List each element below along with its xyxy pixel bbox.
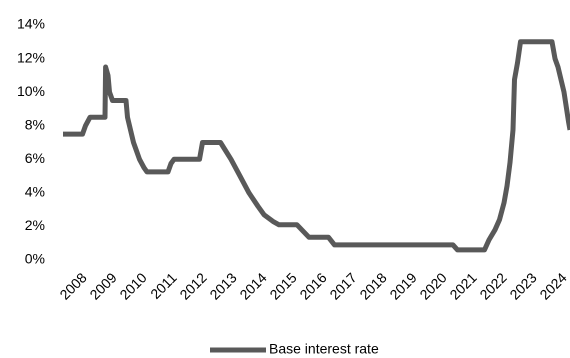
y-tick-label: 8% [25, 116, 45, 132]
x-tick-label: 2015 [266, 269, 299, 302]
x-tick-label: 2024 [536, 269, 569, 302]
legend-label: Base interest rate [269, 341, 379, 357]
x-tick-label: 2019 [386, 269, 419, 302]
y-tick-label: 0% [25, 251, 45, 267]
y-tick-label: 4% [25, 184, 45, 200]
y-tick-label: 2% [25, 217, 45, 233]
x-tick-label: 2010 [116, 269, 149, 302]
x-tick-label: 2013 [206, 269, 239, 302]
x-tick-label: 2014 [236, 269, 269, 302]
x-tick-label: 2009 [86, 269, 119, 302]
x-tick-label: 2012 [176, 269, 209, 302]
x-tick-label: 2021 [446, 269, 479, 302]
x-tick-label: 2017 [326, 269, 359, 302]
line-series [63, 39, 570, 253]
x-tick-label: 2022 [476, 269, 509, 302]
x-tick-label: 2008 [56, 269, 89, 302]
x-tick-label: 2023 [506, 269, 539, 302]
y-tick-label: 12% [17, 49, 45, 65]
y-tick-label: 10% [17, 83, 45, 99]
x-tick-label: 2016 [296, 269, 329, 302]
y-tick-label: 14% [17, 16, 45, 32]
x-tick-label: 2020 [416, 269, 449, 302]
x-tick-label: 2011 [147, 269, 180, 302]
x-tick-label: 2018 [356, 269, 389, 302]
y-tick-label: 6% [25, 150, 45, 166]
